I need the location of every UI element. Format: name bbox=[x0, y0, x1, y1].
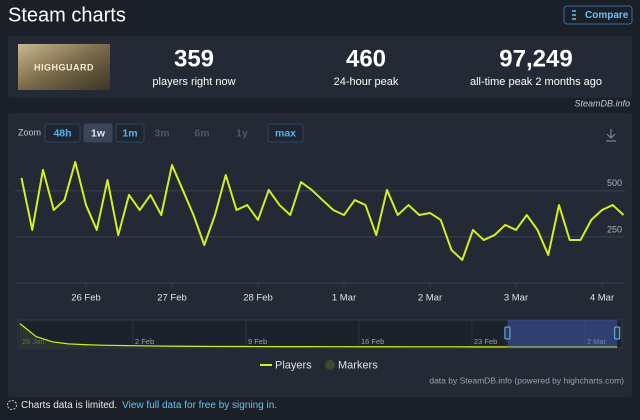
navigator-box bbox=[17, 319, 623, 349]
navigator-tick-label: 16 Feb bbox=[361, 337, 384, 346]
x-tick-label: 1 Mar bbox=[332, 293, 356, 304]
stat-label: all-time peak 2 months ago bbox=[470, 76, 602, 88]
stat-value: 97,249 bbox=[499, 45, 572, 72]
stat-label: 24-hour peak bbox=[334, 76, 399, 88]
page-title: Steam charts bbox=[8, 4, 126, 26]
zoom-button[interactable]: 1w bbox=[83, 123, 113, 143]
navigator-selection bbox=[507, 320, 618, 348]
legend: Players Markers bbox=[260, 359, 378, 371]
stats-panel bbox=[8, 36, 632, 98]
zoom-button[interactable]: 1m bbox=[115, 123, 145, 143]
zoom-buttons: 48h 1w 1m 3m 6m 1y max bbox=[44, 123, 304, 143]
players-line bbox=[20, 160, 625, 261]
x-tick-label: 28 Feb bbox=[243, 293, 273, 304]
legend-label[interactable]: Markers bbox=[338, 359, 378, 371]
zoom-button-label[interactable]: 1m bbox=[122, 127, 137, 139]
zoom-button: 6m bbox=[194, 127, 209, 139]
zoom-button: 1y bbox=[236, 127, 248, 139]
zoom-button-box[interactable] bbox=[267, 123, 304, 143]
info-icon bbox=[7, 400, 17, 410]
navigator-line bbox=[19, 323, 618, 348]
plot: 250 500 26 Feb 27 Feb 28 Feb 1 Mar 2 Mar 3 Mar 4… bbox=[15, 160, 625, 304]
source-label: SteamDB.info bbox=[574, 98, 630, 108]
compare-icon bbox=[572, 10, 576, 20]
zoom-label: Zoom bbox=[18, 127, 41, 137]
zoom-button-box[interactable] bbox=[83, 123, 113, 143]
zoom-button-label: 1y bbox=[236, 127, 248, 139]
legend-swatch bbox=[325, 360, 335, 370]
compare-button[interactable]: Compare bbox=[563, 5, 633, 25]
x-tick-label: 2 Mar bbox=[418, 293, 442, 304]
game-thumbnail-text: HIGHGUARD bbox=[34, 62, 94, 72]
download-icon[interactable] bbox=[606, 129, 616, 142]
zoom-button[interactable]: 48h bbox=[44, 123, 81, 143]
zoom-button-label[interactable]: 48h bbox=[53, 127, 71, 139]
stat-value: 359 bbox=[174, 45, 214, 72]
legend-label[interactable]: Players bbox=[275, 359, 312, 371]
credit: data by SteamDB.info (powered by highcha… bbox=[429, 375, 624, 385]
zoom-button-box[interactable] bbox=[115, 123, 145, 143]
zoom-button-label: 6m bbox=[194, 127, 209, 139]
compare-label[interactable]: Compare bbox=[585, 10, 629, 21]
footer-link[interactable]: View full data for free by signing in. bbox=[122, 400, 277, 411]
x-tick-label: 27 Feb bbox=[157, 293, 187, 304]
x-tick-label: 26 Feb bbox=[71, 293, 101, 304]
navigator-handle[interactable] bbox=[504, 326, 511, 340]
zoom-button-label[interactable]: max bbox=[275, 127, 296, 139]
stat-label: players right now bbox=[152, 76, 235, 88]
navigator-tick-label: 9 Feb bbox=[248, 337, 267, 346]
game-thumbnail bbox=[18, 44, 110, 90]
y-tick-label: 500 bbox=[607, 178, 622, 188]
navigator-tick-label: 2 Feb bbox=[135, 337, 154, 346]
chart-panel bbox=[8, 113, 632, 397]
stat-value: 460 bbox=[346, 45, 386, 72]
navigator-tick-label: 2 Mar bbox=[587, 337, 607, 346]
y-tick-label: 250 bbox=[607, 224, 622, 234]
compare-button-box[interactable] bbox=[563, 5, 633, 25]
navigator-tick-label: 23 Feb bbox=[474, 337, 497, 346]
x-tick-label: 3 Mar bbox=[504, 293, 528, 304]
navigator-handle[interactable] bbox=[614, 326, 621, 340]
zoom-button: 3m bbox=[154, 127, 169, 139]
zoom-button[interactable]: max bbox=[267, 123, 304, 143]
x-tick-label: 4 Mar bbox=[590, 293, 614, 304]
zoom-button-label: 3m bbox=[154, 127, 169, 139]
zoom-button-label[interactable]: 1w bbox=[91, 127, 106, 139]
download-glyph[interactable] bbox=[606, 129, 616, 142]
zoom-button-box[interactable] bbox=[44, 123, 81, 143]
footer-notice: Charts data is limited. bbox=[21, 400, 117, 411]
